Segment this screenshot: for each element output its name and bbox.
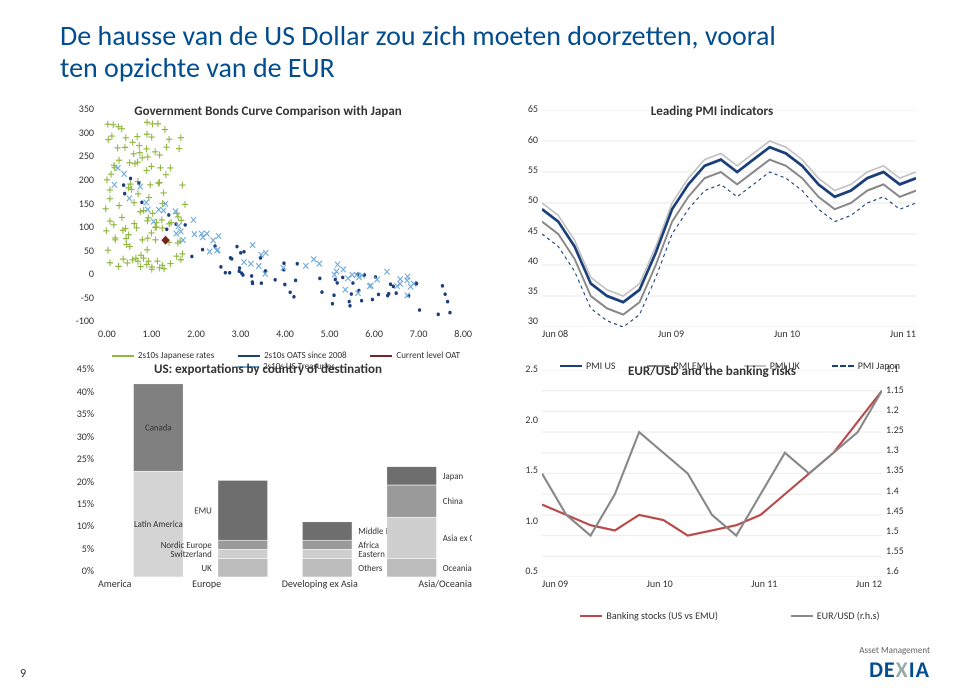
chart-pmi: 6560555045403530 Leading PMI indicators … xyxy=(504,102,920,352)
chart-grid: 350300250200150100500-50-100 Government … xyxy=(60,102,920,602)
svg-text:Nordic Europe: Nordic Europe xyxy=(161,541,213,551)
svg-text:Others: Others xyxy=(358,564,383,574)
page-title: De hausse van de US Dollar zou zich moet… xyxy=(60,20,920,84)
page-number: 9 xyxy=(20,667,26,681)
svg-text:UK: UK xyxy=(202,564,213,574)
svg-text:EMU: EMU xyxy=(194,507,212,517)
svg-text:Asia ex China: Asia ex China xyxy=(443,534,472,544)
svg-text:Latin America: Latin America xyxy=(134,521,183,531)
svg-text:Africa: Africa xyxy=(358,541,379,551)
chart-bonds-curve: 350300250200150100500-50-100 Government … xyxy=(60,102,476,352)
svg-text:Canada: Canada xyxy=(145,424,172,434)
svg-text:Oceania: Oceania xyxy=(443,564,472,574)
svg-text:China: China xyxy=(443,498,463,508)
chart-exports: 45%40%35%30%25%20%15%10%5%0% US: exporta… xyxy=(60,362,476,602)
logo: Asset Management DEXIA xyxy=(859,645,930,683)
svg-text:Switzerland: Switzerland xyxy=(170,550,211,560)
svg-text:Japan: Japan xyxy=(443,472,464,482)
chart-eurusd: 2.52.01.51.00.5 1.11.151.21.251.31.351.4… xyxy=(504,362,920,602)
